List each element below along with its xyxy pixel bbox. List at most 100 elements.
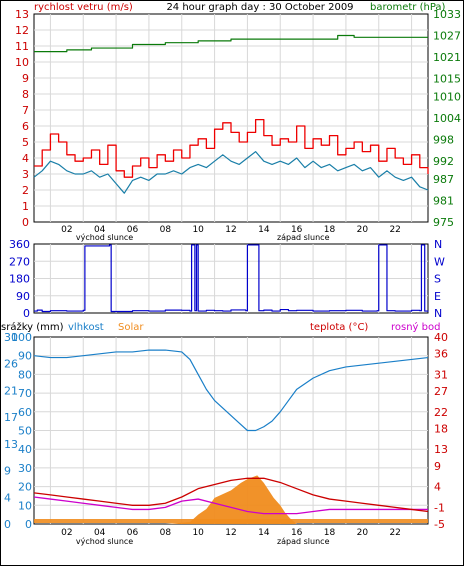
right-tick-label: 1010 bbox=[433, 90, 461, 103]
temperature-tick-label: 31 bbox=[434, 368, 448, 381]
humidity-tick-label: 20 bbox=[18, 481, 32, 494]
right-tick-label: 1015 bbox=[433, 73, 461, 86]
x-tick-label: 18 bbox=[324, 225, 336, 235]
x-tick-label: 04 bbox=[94, 225, 106, 235]
humidity-label: vlhkost bbox=[68, 322, 104, 333]
right-tick-label: W bbox=[434, 255, 445, 268]
right-tick-label: 1033 bbox=[433, 8, 461, 21]
right-tick-label: 975 bbox=[433, 216, 454, 229]
wind-speed-label: rychlost vetru (m/s) bbox=[34, 2, 133, 13]
sunrise-label: východ slunce bbox=[76, 233, 133, 242]
left-tick-label: 1 bbox=[22, 200, 29, 213]
left-tick-label: 90 bbox=[16, 290, 30, 303]
sunset-label: západ slunce bbox=[277, 233, 330, 242]
humidity-tick-label: 90 bbox=[18, 350, 32, 363]
gust-series-line bbox=[34, 118, 429, 178]
left-tick-label: 6 bbox=[22, 120, 29, 133]
right-tick-label: 998 bbox=[433, 134, 454, 147]
temperature-label: teplota (°C) bbox=[310, 322, 368, 333]
temperature-tick-label: 36 bbox=[434, 348, 448, 361]
left-tick-label: 360 bbox=[9, 238, 30, 251]
x-tick-label: 20 bbox=[357, 225, 369, 235]
rain-tick-label: 30 bbox=[4, 331, 18, 344]
sunrise-label: východ slunce bbox=[76, 537, 133, 546]
wind-pressure-panel: 0123456789101112139759819879929981004101… bbox=[15, 8, 461, 242]
temperature-tick-label: 9 bbox=[434, 460, 441, 473]
x-tick-label: 10 bbox=[192, 225, 204, 235]
rain-tick-label: 17 bbox=[4, 411, 18, 424]
humidity-tick-label: 100 bbox=[11, 331, 32, 344]
humidity-tick-label: 60 bbox=[18, 406, 32, 419]
right-tick-label: N bbox=[434, 238, 442, 251]
temperature-tick-label: 18 bbox=[434, 422, 448, 435]
humidity-series-line bbox=[33, 349, 429, 432]
left-tick-label: 180 bbox=[9, 273, 30, 286]
x-tick-label: 16 bbox=[291, 528, 303, 538]
x-tick-label: 22 bbox=[389, 528, 400, 538]
right-tick-label: E bbox=[434, 290, 441, 303]
right-tick-label: 992 bbox=[433, 155, 454, 168]
x-tick-label: 12 bbox=[225, 528, 236, 538]
left-tick-label: 0 bbox=[23, 307, 30, 320]
x-tick-label: 14 bbox=[258, 225, 270, 235]
humidity-tick-label: 70 bbox=[18, 387, 32, 400]
left-tick-label: 4 bbox=[22, 152, 29, 165]
left-tick-label: 12 bbox=[15, 24, 29, 37]
right-tick-label: 1004 bbox=[433, 112, 461, 125]
left-tick-label: 2 bbox=[22, 184, 29, 197]
left-tick-label: 13 bbox=[15, 8, 29, 21]
rain-tick-label: 9 bbox=[4, 465, 11, 478]
right-tick-label: 1021 bbox=[433, 51, 461, 64]
left-tick-label: 9 bbox=[22, 72, 29, 85]
x-tick-label: 16 bbox=[291, 225, 303, 235]
humidity-tick-label: 40 bbox=[18, 443, 32, 456]
left-tick-label: 10 bbox=[15, 56, 29, 69]
x-tick-label: 18 bbox=[324, 528, 336, 538]
x-tick-label: 02 bbox=[61, 225, 72, 235]
pressure-series-line bbox=[34, 34, 428, 53]
x-tick-label: 06 bbox=[127, 225, 139, 235]
humidity-tick-label: 10 bbox=[18, 499, 32, 512]
left-tick-label: 270 bbox=[9, 255, 30, 268]
x-tick-label: 20 bbox=[357, 528, 369, 538]
plot-area bbox=[33, 13, 429, 223]
left-tick-label: 0 bbox=[22, 216, 29, 229]
left-tick-label: 8 bbox=[22, 88, 29, 101]
x-tick-label: 08 bbox=[160, 528, 172, 538]
temp-series-line bbox=[33, 477, 429, 513]
rain-tick-label: 4 bbox=[4, 491, 11, 504]
x-tick-label: 08 bbox=[160, 225, 172, 235]
temperature-tick-label: -5 bbox=[434, 518, 445, 531]
temperature-tick-label: 13 bbox=[434, 443, 448, 456]
chart-title: 24 hour graph day : 30 October 2009 bbox=[166, 2, 353, 13]
x-tick-label: 12 bbox=[225, 225, 236, 235]
solar-series-area bbox=[34, 475, 428, 524]
rain-label: srážky (mm) bbox=[1, 321, 64, 333]
direction-series-line bbox=[34, 244, 429, 313]
rain-humidity-temp-panel: 01020304050607080901000491317212630-5-14… bbox=[4, 331, 448, 546]
right-tick-label: N bbox=[434, 307, 442, 320]
x-tick-label: 14 bbox=[258, 528, 270, 538]
temperature-tick-label: 4 bbox=[434, 481, 441, 494]
rain-tick-label: 21 bbox=[4, 384, 18, 397]
pressure-label: barometr (hPa) bbox=[370, 2, 446, 13]
rain-tick-label: 26 bbox=[4, 358, 18, 371]
humidity-tick-label: 30 bbox=[18, 462, 32, 475]
rain-tick-label: 13 bbox=[4, 438, 18, 451]
wind-series-line bbox=[33, 151, 429, 194]
x-tick-label: 22 bbox=[389, 225, 400, 235]
sunset-label: západ slunce bbox=[277, 537, 330, 546]
rain-tick-label: 0 bbox=[4, 518, 11, 531]
left-tick-label: 3 bbox=[22, 168, 29, 181]
humidity-tick-label: 80 bbox=[18, 368, 32, 381]
temperature-tick-label: 27 bbox=[434, 385, 448, 398]
left-tick-label: 7 bbox=[22, 104, 29, 117]
dew-point-label: rosný bod bbox=[391, 321, 440, 333]
right-tick-label: 981 bbox=[433, 194, 454, 207]
right-tick-label: S bbox=[434, 273, 441, 286]
left-tick-label: 5 bbox=[22, 136, 29, 149]
right-tick-label: 1027 bbox=[433, 30, 461, 43]
humidity-tick-label: 50 bbox=[18, 425, 32, 438]
humidity-tick-label: 0 bbox=[25, 518, 32, 531]
